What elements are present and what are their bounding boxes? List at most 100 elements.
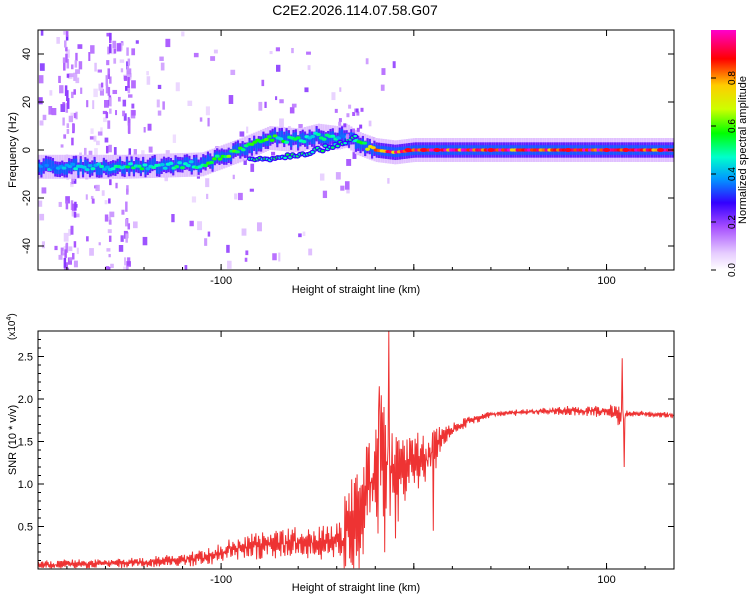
noise-blob	[75, 69, 81, 74]
noise-blob	[116, 43, 122, 52]
noise-blob	[86, 100, 89, 108]
noise-blob	[62, 57, 66, 63]
noise-streak	[106, 268, 109, 270]
noise-blob	[131, 110, 136, 116]
noise-blob	[38, 97, 43, 105]
snr-panel: -100 100 0.5 1.0 1.5 2.0 2.5 Height of straigh…	[6, 313, 675, 594]
ridge-core	[61, 166, 67, 170]
noise-blob	[131, 103, 135, 109]
ridge-core	[263, 137, 269, 142]
ridge-band-mid	[366, 141, 369, 151]
noise-blob	[227, 260, 232, 269]
noise-streak	[73, 241, 77, 248]
noise-blob	[107, 120, 111, 129]
noise-streak	[127, 118, 131, 126]
noise-blob	[103, 117, 107, 123]
ridge-band-mid	[299, 133, 302, 144]
noise-blob	[60, 104, 66, 112]
noise-blob	[39, 213, 45, 221]
noise-blob	[171, 214, 175, 223]
noise-blob	[75, 52, 78, 62]
ridge-core	[316, 132, 321, 137]
noise-blob	[88, 52, 91, 61]
secondary-ridge-core	[285, 153, 290, 156]
noise-blob	[75, 111, 78, 120]
ridge-band-mid	[234, 144, 237, 155]
ridge-band-mid	[125, 159, 129, 170]
y-tick-label: 1.0	[18, 479, 33, 491]
secondary-ridge-core	[330, 146, 335, 149]
noise-blob	[165, 38, 171, 48]
ridge-band-mid	[211, 159, 214, 169]
noise-blob	[272, 253, 277, 261]
noise-blob	[243, 158, 247, 165]
ridge-band-mid	[371, 146, 374, 156]
noise-blob	[298, 124, 303, 129]
spectrogram-y-axis-label: Frequency (Hz)	[7, 112, 19, 188]
noise-blob	[142, 236, 148, 246]
ridge-core	[104, 165, 110, 169]
noise-streak	[126, 188, 129, 195]
ridge-band-mid	[40, 165, 43, 175]
noise-blob	[132, 221, 138, 229]
ridge-band-mid	[257, 138, 260, 149]
noise-blob	[104, 137, 109, 143]
noise-blob	[75, 77, 80, 84]
ridge-core	[125, 165, 131, 169]
noise-streak	[70, 200, 74, 211]
ridge-hotspot	[657, 148, 665, 152]
ridge-band-mid	[283, 134, 286, 145]
spectrogram-axes: -100 100 -40 -20 0 20 40	[21, 30, 674, 287]
noise-blob	[162, 101, 165, 110]
noise-streak	[66, 128, 70, 134]
noise-blob	[131, 48, 136, 56]
ridge-core	[252, 140, 258, 144]
noise-blob	[213, 49, 218, 54]
noise-blob	[107, 229, 112, 234]
noise-blob	[123, 266, 128, 270]
ridge-hotspot	[603, 148, 611, 152]
noise-blob	[70, 112, 76, 117]
noise-blob	[181, 31, 185, 37]
noise-blob	[197, 221, 203, 231]
colorbar: 0.0 0.2 0.4 0.6 0.8 Normalized spectral ampl…	[711, 30, 749, 277]
noise-blob	[123, 75, 128, 81]
noise-streak	[65, 31, 69, 37]
ridge-core	[70, 162, 76, 166]
ridge-band-mid	[280, 130, 284, 141]
noise-blob	[106, 248, 111, 252]
ridge-band-mid	[271, 131, 274, 142]
noise-streak	[73, 179, 77, 184]
noise-streak	[108, 198, 111, 204]
noise-blob	[250, 163, 255, 172]
noise-blob	[291, 103, 297, 108]
noise-blob	[38, 75, 44, 84]
ridge-band-mid	[181, 160, 184, 170]
noise-streak	[126, 266, 129, 270]
ridge-band-mid	[336, 135, 339, 146]
ridge-band-mid	[153, 157, 156, 168]
noise-blob	[77, 44, 83, 49]
noise-blob	[63, 30, 68, 35]
noise-streak	[65, 34, 69, 41]
svg-text:(x104): (x104)	[6, 313, 18, 340]
noise-blob	[73, 72, 78, 81]
snr-scale-suffix: )	[7, 313, 18, 316]
ridge-core	[310, 134, 316, 139]
noise-blob	[352, 150, 357, 159]
ridge-core	[73, 167, 78, 171]
noise-blob	[71, 209, 76, 217]
ridge-band-mid	[317, 131, 321, 142]
ridge-hotspot	[622, 148, 630, 152]
secondary-ridge-core	[335, 144, 340, 148]
noise-blob	[239, 131, 245, 137]
ridge-core	[185, 163, 191, 168]
ridge-band-mid	[188, 158, 191, 169]
noise-streak	[105, 85, 109, 94]
noise-blob	[112, 40, 117, 49]
noise-blob	[40, 168, 45, 176]
noise-blob	[189, 220, 194, 227]
noise-blob	[117, 96, 121, 102]
noise-blob	[344, 181, 350, 190]
ridge-core	[365, 147, 370, 151]
